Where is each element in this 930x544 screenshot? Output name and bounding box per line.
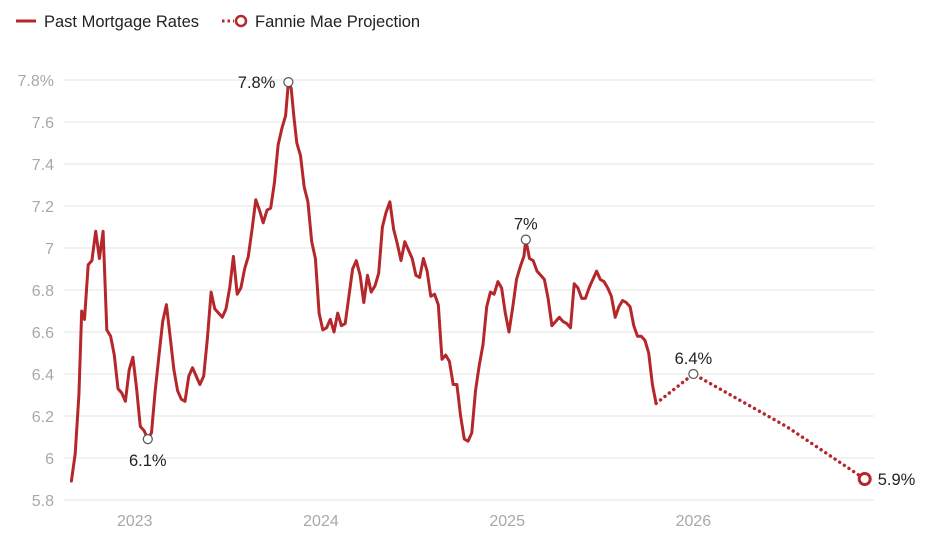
y-tick-label: 6: [45, 451, 54, 468]
annotation-marker: [283, 76, 294, 88]
past-rates-line: [69, 80, 658, 483]
y-tick-label: 7: [45, 241, 54, 258]
x-tick-label: 2025: [489, 513, 525, 530]
y-tick-label: 7.4: [32, 157, 54, 174]
gridlines: [64, 79, 874, 501]
projection-line: [654, 372, 867, 481]
series-lines: [69, 80, 867, 483]
y-tick-label: 5.8: [32, 493, 54, 510]
y-tick-label: 7.6: [32, 115, 54, 132]
y-tick-label: 6.2: [32, 409, 54, 426]
legend-past-label: Past Mortgage Rates: [44, 13, 199, 31]
x-tick-label: 2024: [303, 513, 339, 530]
y-axis-ticks: 5.8 6 6.2 6.4 6.6 6.8 7 7.2 7.4 7.6 7.8%: [18, 73, 55, 510]
annotation-label: 5.9%: [878, 471, 916, 489]
legend-projection-label: Fannie Mae Projection: [255, 13, 420, 31]
x-axis-ticks: 2023 2024 2025 2026: [117, 513, 711, 530]
y-tick-label: 6.6: [32, 325, 54, 342]
annotation-label: 6.1%: [129, 452, 167, 470]
y-tick-label: 6.4: [32, 367, 54, 384]
annotation-marker: [688, 368, 699, 380]
y-tick-label: 7.8%: [18, 73, 54, 90]
legend-projection-circle-icon: [234, 14, 248, 28]
x-tick-label: 2026: [676, 513, 712, 530]
annotation-marker: [142, 434, 153, 445]
y-tick-label: 6.8: [32, 283, 54, 300]
x-tick-label: 2023: [117, 513, 153, 530]
annotations: 6.1% 7.8% 7% 6.4% 5.9%: [129, 74, 916, 489]
annotation-label: 7.8%: [238, 74, 276, 92]
annotation-label: 6.4%: [675, 350, 713, 368]
annotation-marker: [520, 234, 531, 245]
legend: Past Mortgage Rates Fannie Mae Projectio…: [16, 13, 420, 31]
projection-end-marker: [857, 472, 872, 486]
y-tick-label: 7.2: [32, 199, 54, 216]
annotation-label: 7%: [514, 216, 538, 234]
